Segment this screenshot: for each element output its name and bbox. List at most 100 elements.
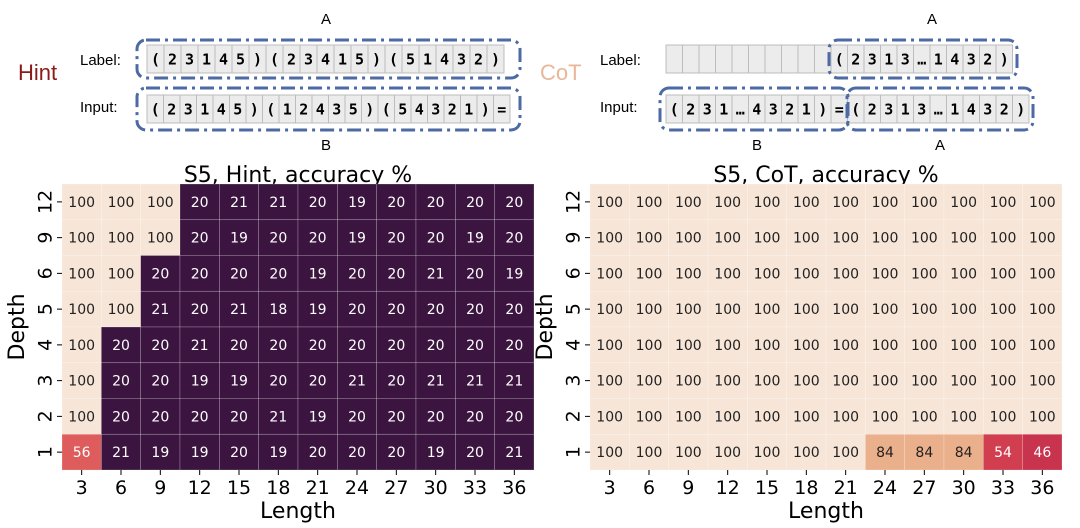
hint-label-dashed-box	[135, 38, 522, 80]
hint-label-token: 3	[457, 51, 466, 69]
heatmap-cell-label: 100	[793, 409, 820, 425]
heatmap-cell	[415, 326, 456, 364]
heatmap-cell	[589, 433, 630, 471]
heatmap-cell	[983, 255, 1023, 292]
heatmap-cell	[415, 183, 456, 221]
heatmap-cell	[140, 290, 181, 328]
heatmap-hint-title: S5, Hint, accuracy %	[184, 163, 412, 188]
hint-input-token: 2	[448, 101, 457, 119]
cot-input-left-token: )	[818, 101, 827, 119]
heatmap-cell-label: 20	[387, 338, 405, 354]
hint-label-token: 5	[355, 51, 364, 69]
heatmap-cell	[668, 219, 709, 256]
heatmap-hint: S5, Hint, accuracy % Length Depth 100 100…	[5, 163, 535, 524]
heatmap-cell-label: 19	[191, 445, 209, 461]
y-tick-label: 3	[35, 375, 57, 387]
cot-input-left-token: 3	[703, 101, 712, 119]
heatmap-cell	[61, 183, 102, 221]
heatmap-cell-label: 100	[990, 266, 1017, 282]
heatmap-cell-label: 100	[636, 195, 663, 211]
heatmap-cell-label: 100	[950, 409, 977, 425]
heatmap-cell-label: 20	[269, 266, 287, 282]
hint-label-token: (	[151, 51, 160, 69]
heatmap-cell-label: 21	[427, 266, 445, 282]
heatmap-cell-label: 20	[191, 195, 209, 211]
heatmap-cell-label: 100	[147, 231, 174, 247]
heatmap-cell-label: 100	[714, 374, 741, 390]
hint-input-token: (	[266, 101, 275, 119]
heatmap-cell-label: 21	[191, 338, 209, 354]
heatmap-cell	[376, 255, 417, 292]
cot-label-blank-cell	[715, 44, 733, 74]
heatmap-cell-label: 20	[230, 338, 248, 354]
heatmap-cell-label: 20	[466, 338, 484, 354]
heatmap-cell-label: 20	[427, 231, 445, 247]
heatmap-cell-label: 21	[466, 374, 484, 390]
heatmap-cell	[219, 362, 259, 399]
heatmap-cell-label: 100	[832, 445, 859, 461]
heatmap-cell-label: 21	[505, 374, 523, 390]
heatmap-cell-label: 19	[348, 231, 366, 247]
heatmap-cell-label: 100	[108, 231, 135, 247]
y-tick-label: 5	[563, 303, 585, 315]
heatmap-cell-label: 100	[911, 338, 938, 354]
heatmap-cell	[983, 290, 1023, 328]
heatmap-cell	[865, 326, 905, 364]
heatmap-cell-label: 100	[911, 266, 938, 282]
heatmap-cell	[786, 255, 827, 292]
heatmap-cell-label: 100	[911, 374, 938, 390]
heatmap-cell	[904, 433, 945, 471]
heatmap-cell	[337, 433, 377, 471]
x-tick-label: 24	[345, 477, 369, 499]
heatmap-cell-label: 20	[191, 409, 209, 425]
heatmap-cell-label: 100	[911, 302, 938, 318]
heatmap-cell	[337, 326, 377, 364]
heatmap-cell-label: 100	[714, 302, 741, 318]
y-tick-label: 1	[563, 446, 585, 458]
hint-input-token: )	[365, 101, 374, 119]
cot-input-right-token: …	[934, 101, 943, 119]
heatmap-cell	[904, 362, 945, 399]
heatmap-cell-label: 20	[191, 302, 209, 318]
heatmap-cell	[258, 255, 299, 292]
cot-label-token: (	[835, 51, 844, 69]
heatmap-cell-label: 21	[230, 302, 248, 318]
heatmap-cell	[825, 290, 866, 328]
heatmap-cell	[101, 362, 141, 399]
hint-label-token: 4	[321, 51, 330, 69]
heatmap-cell-label: 20	[309, 338, 327, 354]
heatmap-cell-label: 100	[596, 338, 623, 354]
heatmap-cell	[415, 398, 456, 435]
heatmap-cell-label: 20	[466, 195, 484, 211]
heatmap-cell	[825, 219, 866, 256]
heatmap-cell-label: 100	[793, 266, 820, 282]
heatmap-cell-label: 100	[754, 338, 781, 354]
heatmap-cell	[297, 183, 338, 221]
y-tick-label: 12	[35, 190, 57, 214]
heatmap-cell-label: 20	[427, 409, 445, 425]
heatmap-cell	[376, 290, 417, 328]
heatmap-cell-label: 100	[950, 302, 977, 318]
heatmap-cell	[786, 433, 827, 471]
heatmap-cell	[865, 219, 905, 256]
heatmap-cell-label: 100	[675, 266, 702, 282]
heatmap-cell-label: 100	[596, 195, 623, 211]
cot-tag: CoT	[540, 60, 582, 85]
heatmap-cell	[494, 290, 535, 328]
hint-label-token: 2	[474, 51, 483, 69]
cot-input-right-dashed-box	[845, 86, 1035, 132]
hint-input-token: 3	[184, 101, 193, 119]
heatmap-cell-label: 20	[505, 302, 523, 318]
heatmap-cell	[179, 290, 220, 328]
heatmap-cell-label: 56	[73, 445, 91, 461]
heatmap-cell-label: 20	[269, 338, 287, 354]
hint-label-token: 5	[236, 51, 245, 69]
heatmap-cell-label: 20	[427, 302, 445, 318]
heatmap-cell-label: 100	[636, 445, 663, 461]
heatmap-cell	[297, 326, 338, 364]
heatmap-cell	[629, 255, 669, 292]
heatmap-cell	[668, 326, 709, 364]
hint-label-token: (	[389, 51, 398, 69]
cot-label-token: 3	[901, 51, 910, 69]
heatmap-cell	[747, 398, 787, 435]
